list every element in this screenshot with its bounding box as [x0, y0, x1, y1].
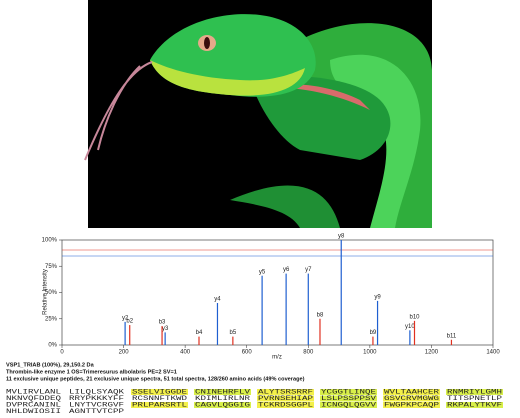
- x-tick-label: 200: [119, 350, 130, 356]
- coverage-highlight: [194, 402, 251, 408]
- sequence-group: CNINEHRFLV: [195, 389, 250, 396]
- peak-label: y9: [374, 294, 381, 300]
- x-tick-label: 800: [303, 350, 314, 356]
- peak-label: b5: [230, 330, 237, 336]
- sequence-group: MVLIRVLANL: [6, 389, 61, 396]
- coverage-highlight: [257, 389, 314, 395]
- sequence-group: SSELVIGGDE: [132, 389, 187, 396]
- sequence-group: NHLDWIQSII: [6, 408, 61, 413]
- peak-label: y8: [338, 234, 345, 240]
- coverage-highlight: [131, 389, 188, 395]
- spectrum-chart: Relative Intensity m/z 0% 25% 50% 75% 100% 0 2…: [42, 234, 501, 361]
- protein-text: VSP1_TRIAB (100%), 29,150.2 DaThrombin-l…: [6, 362, 503, 415]
- sequence-group: TCKRDSGGPL: [258, 402, 313, 409]
- coverage-highlight: [320, 402, 377, 408]
- coverage-highlight: [446, 389, 503, 395]
- sequence-group: RNMRIYLGMH: [447, 389, 502, 396]
- sequence-group: PVRNSEHIAP: [258, 395, 313, 402]
- coverage-highlight: [320, 395, 377, 402]
- sequence-group: PRLPARSRTL: [132, 402, 187, 409]
- protein-info: 11 exclusive unique peptides, 21 exclusi…: [6, 376, 305, 382]
- sequence-group: RCSNNFTKWD: [132, 395, 187, 402]
- x-tick-label: 400: [180, 350, 191, 356]
- y-tick-label: 100%: [42, 238, 58, 244]
- sequence-group: DVPRCANINL: [6, 402, 61, 409]
- sequence-group: YCGGTLINQE: [321, 389, 376, 396]
- sequence-group: FWGPKPCAQP: [384, 402, 439, 409]
- peak-label: y2: [122, 315, 129, 321]
- y-tick-label: 50%: [45, 290, 58, 296]
- y-axis-label: Relative Intensity: [43, 269, 49, 315]
- peak-label: b11: [447, 333, 457, 339]
- peak-label: y7: [305, 267, 312, 273]
- x-tick-label: 600: [242, 350, 253, 356]
- sequence-group: TITSPNETLP: [447, 395, 502, 402]
- coverage-highlight: [257, 402, 314, 408]
- peak-label: b2: [126, 319, 133, 325]
- sequence-group: NKNVQFDDEQ: [6, 395, 61, 402]
- coverage-highlight: [320, 389, 377, 395]
- x-tick-label: 1200: [425, 350, 439, 356]
- peak-label: b8: [317, 312, 324, 318]
- coverage-highlight: [194, 389, 251, 395]
- sequence-group: ICNGQLQGVV: [321, 402, 376, 409]
- snake-photo: [84, 0, 432, 229]
- peak-label: y4: [214, 297, 221, 303]
- x-axis-label: m/z: [272, 355, 282, 361]
- sequence-group: LNYTVCRGVF: [69, 402, 124, 409]
- sequence-group: RKPALYTKVF: [447, 402, 502, 409]
- peak-label: y5: [259, 269, 266, 275]
- y-tick-label: 0%: [48, 343, 57, 349]
- peak-label: b10: [409, 314, 420, 320]
- sequence-group: GSVCRVMGWG: [384, 395, 439, 402]
- sequence-group: RRYPKKKYFF: [69, 395, 124, 402]
- x-tick-label: 1000: [363, 350, 377, 356]
- coverage-highlight: [383, 395, 440, 402]
- coverage-highlight: [257, 395, 314, 402]
- protein-info: Thrombin-like enzyme 1 OS=Trimeresurus a…: [6, 369, 177, 375]
- x-tick-label: 0: [60, 350, 64, 356]
- peak-label: y3: [162, 326, 169, 332]
- sequence-group: KDIMLIRLNR: [195, 395, 250, 402]
- sequence-group: CAGVLQGGIG: [195, 402, 250, 409]
- coverage-highlight: [446, 402, 503, 408]
- peak-label: b4: [196, 330, 203, 336]
- coverage-highlight: [383, 402, 440, 408]
- y-tick-label: 25%: [45, 316, 58, 322]
- x-tick-label: 1400: [486, 350, 500, 356]
- peak-label: y10: [405, 324, 415, 330]
- peak-label: y6: [283, 267, 290, 273]
- coverage-highlight: [383, 389, 440, 395]
- sequence-group: AGNTTVTCPP: [69, 408, 124, 413]
- peak-label: b3: [159, 320, 166, 326]
- sequence-group: ALYTSRSRRF: [258, 389, 313, 396]
- coverage-highlight: [131, 402, 188, 408]
- sequence-group: LILQLSYAQK: [69, 389, 124, 396]
- peak-label: b9: [370, 330, 377, 336]
- sequence-group: WVLTAAHCER: [384, 389, 439, 396]
- protein-info: VSP1_TRIAB (100%), 29,150.2 Da: [6, 362, 95, 368]
- y-tick-label: 75%: [45, 264, 58, 270]
- sequence-group: LSLPSSPPSV: [321, 395, 376, 402]
